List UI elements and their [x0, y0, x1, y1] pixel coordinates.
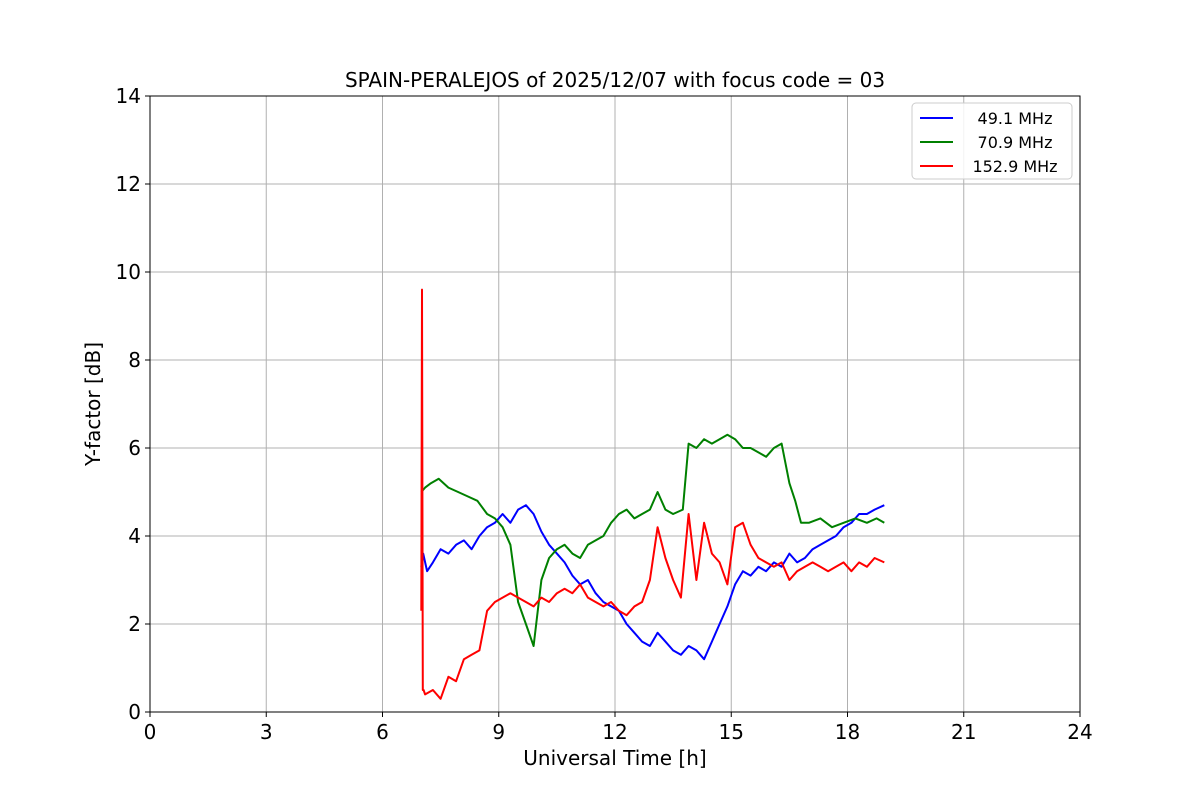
x-tick-label: 18 [835, 720, 860, 744]
x-tick-label: 0 [144, 720, 157, 744]
y-tick-label: 14 [116, 84, 141, 108]
x-tick-label: 15 [719, 720, 744, 744]
y-tick-label: 10 [116, 260, 141, 284]
series-line-2 [420, 288, 885, 700]
legend-label-1: 70.9 MHz [978, 133, 1053, 152]
legend-items: 49.1 MHz 70.9 MHz 152.9 MHz [920, 109, 1058, 176]
y-tick-label: 12 [116, 172, 141, 196]
y-tick-label: 0 [128, 700, 141, 724]
x-tick-label: 9 [492, 720, 505, 744]
y-tick-label: 8 [128, 348, 141, 372]
x-tick-label: 12 [602, 720, 627, 744]
legend: 49.1 MHz 70.9 MHz 152.9 MHz [911, 102, 1073, 180]
series-line-0 [420, 504, 885, 661]
x-tick-label: 3 [260, 720, 273, 744]
y-tick-label: 2 [128, 612, 141, 636]
legend-label-0: 49.1 MHz [978, 109, 1053, 128]
chart-title: SPAIN-PERALEJOS of 2025/12/07 with focus… [345, 68, 885, 92]
y-tick-label: 6 [128, 436, 141, 460]
x-tick-label: 24 [1067, 720, 1092, 744]
x-tick-label: 6 [376, 720, 389, 744]
x-axis-label: Universal Time [h] [523, 746, 706, 770]
legend-label-2: 152.9 MHz [972, 157, 1057, 176]
y-axis-label: Y-factor [dB] [81, 342, 105, 467]
y-tick-label: 4 [128, 524, 141, 548]
series-lines [420, 288, 885, 700]
legend-box [911, 102, 1073, 180]
x-tick-label: 21 [951, 720, 976, 744]
series-line-1 [420, 433, 885, 647]
